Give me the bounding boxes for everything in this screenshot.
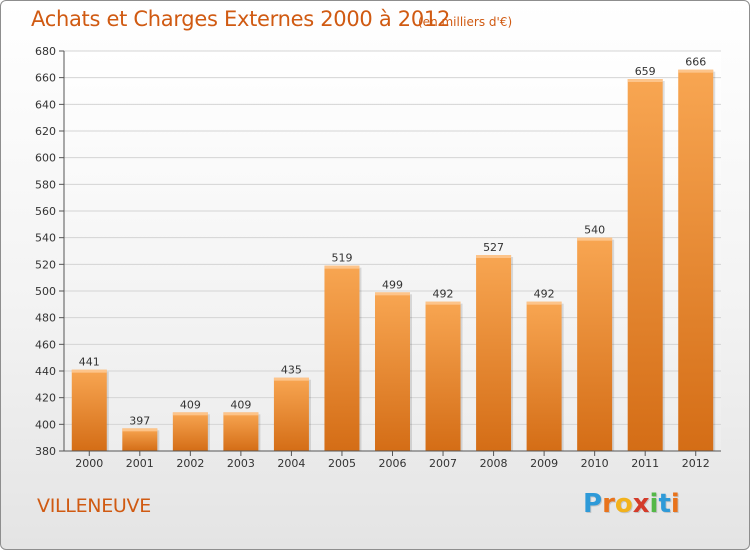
data-label: 666 (685, 56, 706, 69)
data-label: 527 (483, 241, 504, 254)
data-label: 409 (230, 398, 251, 411)
logo-letter: x (632, 489, 650, 519)
data-labels: 441 397 409 409 435 519 499 492 527 492 540 659 666 (79, 56, 706, 428)
data-label: 409 (180, 398, 201, 411)
data-label: 659 (635, 65, 656, 78)
bar-highlight (627, 79, 663, 82)
y-tick-label: 520 (35, 258, 56, 271)
bar-2012 (678, 69, 714, 452)
proxiti-logo: Proxiti (583, 489, 680, 519)
bar-2005 (324, 265, 360, 451)
x-tick-label: 2005 (328, 457, 356, 470)
x-tick-label: 2000 (75, 457, 103, 470)
y-tick-label: 640 (35, 98, 56, 111)
bar-highlight (526, 301, 562, 305)
x-tick-label: 2006 (379, 457, 407, 470)
x-tick-label: 2008 (480, 457, 508, 470)
bar-highlight (172, 412, 208, 416)
x-tick-label: 2001 (126, 457, 154, 470)
x-tick-label: 2011 (631, 457, 659, 470)
bar-highlight (273, 377, 309, 381)
y-tick-label: 660 (35, 72, 56, 85)
data-label: 435 (281, 364, 302, 377)
bar-2003 (223, 412, 259, 451)
axes: 380 400 420 440 460 480 500 520 540 560 580 600 620 6… (35, 45, 721, 470)
chart-title: Achats et Charges Externes 2000 à 2012 (31, 7, 451, 31)
bar-highlight (71, 369, 107, 373)
x-tick-label: 2007 (429, 457, 457, 470)
chart-subtitle: (en milliers d'€) (418, 15, 513, 29)
y-tick-label: 440 (35, 365, 56, 378)
location-label: VILLENEUVE (37, 495, 151, 517)
bar-2002 (172, 412, 208, 451)
bar-2010 (577, 237, 613, 451)
x-tick-label: 2009 (530, 457, 558, 470)
data-label: 441 (79, 356, 100, 369)
bar-2007 (425, 301, 461, 451)
logo-letter: i (670, 489, 680, 519)
bar-2006 (375, 292, 410, 451)
logo-letter: P (583, 489, 603, 519)
bar-2000 (71, 369, 107, 451)
y-tick-label: 600 (35, 152, 56, 165)
y-tick-label: 400 (35, 418, 56, 431)
x-tick-label: 2003 (227, 457, 255, 470)
bar-highlight (122, 428, 158, 432)
bar-2009 (526, 301, 562, 451)
bar-highlight (425, 301, 461, 305)
data-label: 397 (129, 414, 150, 427)
data-label: 492 (433, 288, 454, 301)
logo-letter: r (602, 489, 615, 519)
bar-highlight (375, 292, 410, 296)
y-tick-label: 560 (35, 205, 56, 218)
x-tick-label: 2004 (277, 457, 305, 470)
y-tick-label: 540 (35, 232, 56, 245)
x-tick-label: 2010 (581, 457, 609, 470)
data-label: 540 (584, 224, 605, 237)
bar-2011 (627, 79, 663, 451)
y-tick-label: 420 (35, 392, 56, 405)
y-tick-label: 580 (35, 178, 56, 191)
data-label: 499 (382, 278, 403, 291)
logo-letter: t (658, 489, 671, 519)
y-tick-label: 460 (35, 338, 56, 351)
data-label: 492 (534, 288, 555, 301)
x-tick-label: 2002 (176, 457, 204, 470)
bar-highlight (324, 265, 360, 269)
bar-highlight (223, 412, 259, 416)
x-tick-label: 2012 (682, 457, 710, 470)
bar-highlight (476, 255, 512, 258)
y-tick-label: 500 (35, 285, 56, 298)
y-tick-label: 380 (35, 445, 56, 458)
data-label: 519 (331, 252, 352, 265)
y-tick-label: 480 (35, 312, 56, 325)
bar-highlight (678, 69, 714, 73)
logo-letter: i (649, 489, 659, 519)
y-tick-label: 680 (35, 45, 56, 58)
bar-2008 (476, 255, 512, 451)
y-tick-label: 620 (35, 125, 56, 138)
logo-letter: o (614, 489, 633, 519)
bar-2004 (273, 377, 309, 451)
bars (71, 69, 716, 452)
bar-highlight (577, 237, 613, 241)
bar-2001 (122, 428, 158, 451)
